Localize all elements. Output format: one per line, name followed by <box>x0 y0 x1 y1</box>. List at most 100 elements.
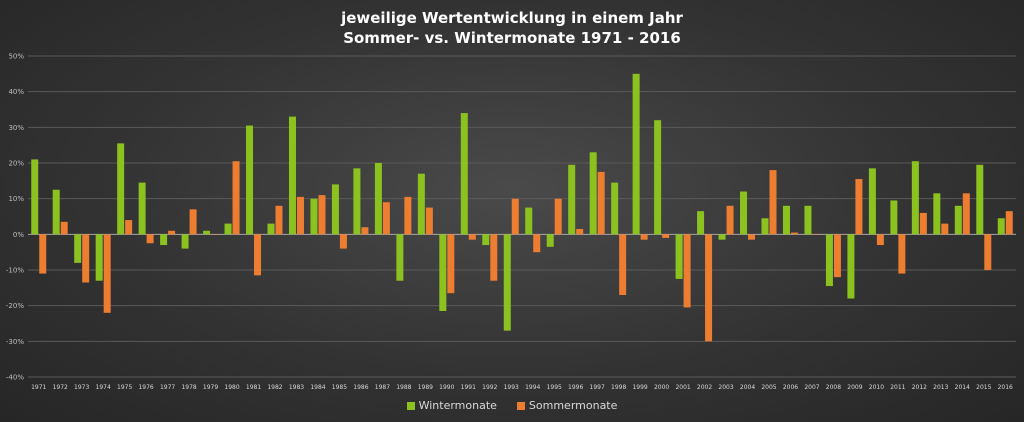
y-tick-label: -10% <box>6 267 24 275</box>
x-tick-label: 1977 <box>160 384 175 391</box>
bar-winter <box>460 113 468 235</box>
x-tick-label: 1994 <box>525 384 540 391</box>
bar-summer <box>769 170 777 235</box>
x-tick-label: 1997 <box>590 384 605 391</box>
bar-winter <box>288 116 296 235</box>
bar-summer <box>876 234 884 246</box>
bar-winter <box>568 164 576 235</box>
bar-winter <box>482 234 490 246</box>
bar-winter <box>654 120 662 235</box>
bar-winter <box>95 234 103 281</box>
bar-winter <box>997 218 1005 235</box>
x-tick-label: 1993 <box>504 384 519 391</box>
x-tick-label: 2002 <box>697 384 712 391</box>
bar-summer <box>404 196 412 235</box>
x-tick-label: 1986 <box>353 384 368 391</box>
bar-summer <box>82 234 90 283</box>
bar-summer <box>125 220 133 235</box>
bar-summer <box>254 234 262 276</box>
bar-winter <box>825 234 833 287</box>
x-tick-label: 2010 <box>869 384 884 391</box>
bar-winter <box>331 184 339 235</box>
bar-winter <box>374 163 382 235</box>
bar-winter <box>267 223 275 235</box>
bar-summer <box>683 234 691 308</box>
bar-summer <box>275 205 283 235</box>
x-tick-label: 2009 <box>847 384 862 391</box>
legend-item-summer: Sommermonate <box>516 399 618 412</box>
bar-winter <box>611 182 619 235</box>
bar-summer <box>855 179 863 235</box>
x-tick-label: 1989 <box>418 384 433 391</box>
bar-winter <box>31 159 39 235</box>
bar-winter <box>310 198 318 235</box>
y-tick-label: 10% <box>8 195 24 203</box>
bar-winter <box>675 234 683 279</box>
bar-summer <box>146 234 154 244</box>
x-tick-label: 2015 <box>976 384 991 391</box>
bar-summer <box>812 234 820 235</box>
bar-winter <box>74 234 82 263</box>
bar-winter <box>718 234 726 240</box>
x-tick-label: 2004 <box>740 384 755 391</box>
bar-winter <box>203 230 211 235</box>
y-tick-label: -20% <box>6 302 24 310</box>
bar-summer <box>919 212 927 235</box>
bar-summer <box>726 205 734 235</box>
x-tick-label: 2001 <box>675 384 690 391</box>
bar-winter <box>632 73 640 235</box>
x-tick-label: 1971 <box>31 384 46 391</box>
bar-winter <box>224 223 232 235</box>
bar-winter <box>353 168 361 235</box>
bar-summer <box>640 234 648 240</box>
legend-label-winter: Wintermonate <box>418 399 497 412</box>
x-tick-label: 1978 <box>181 384 196 391</box>
bar-summer <box>103 234 111 313</box>
bar-winter <box>911 161 919 235</box>
bar-summer <box>790 232 798 235</box>
bar-winter <box>804 205 812 235</box>
bar-summer <box>984 234 992 270</box>
bar-winter <box>589 152 597 235</box>
bar-winter <box>160 234 168 246</box>
bar-summer <box>662 234 670 238</box>
x-tick-label: 2005 <box>761 384 776 391</box>
x-tick-label: 2012 <box>912 384 927 391</box>
bar-winter <box>138 182 146 235</box>
bar-winter <box>740 191 748 235</box>
bar-winter <box>246 125 254 235</box>
x-tick-label: 1987 <box>375 384 390 391</box>
bar-summer <box>619 234 627 295</box>
bar-summer <box>296 196 304 235</box>
bar-summer <box>833 234 841 278</box>
bar-summer <box>490 234 498 281</box>
bar-summer <box>232 161 240 235</box>
legend: Wintermonate Sommermonate <box>0 399 1024 412</box>
x-tick-label: 2016 <box>998 384 1013 391</box>
chart-title: jeweilige Wertentwicklung in einem Jahr <box>341 9 683 27</box>
y-tick-label: 0% <box>13 231 24 239</box>
bar-summer <box>962 193 970 235</box>
bar-summer <box>597 171 605 235</box>
bar-summer <box>941 223 949 235</box>
x-tick-label: 1996 <box>568 384 583 391</box>
y-tick-label: -40% <box>6 374 24 382</box>
bar-summer <box>533 234 541 253</box>
x-tick-label: 1983 <box>289 384 304 391</box>
bar-summer <box>576 228 584 235</box>
bar-summer <box>339 234 347 249</box>
bar-summer <box>447 234 455 294</box>
y-tick-label: -30% <box>6 338 24 346</box>
legend-label-summer: Sommermonate <box>528 399 618 412</box>
bar-winter <box>782 205 790 235</box>
bar-winter <box>503 234 511 331</box>
x-tick-label: 2008 <box>826 384 841 391</box>
x-tick-label: 1976 <box>138 384 153 391</box>
bar-summer <box>1005 211 1013 235</box>
x-tick-label: 1990 <box>439 384 454 391</box>
x-tick-label: 1988 <box>396 384 411 391</box>
legend-swatch-summer <box>516 401 525 410</box>
bar-winter <box>868 168 876 235</box>
bar-winter <box>546 234 554 247</box>
